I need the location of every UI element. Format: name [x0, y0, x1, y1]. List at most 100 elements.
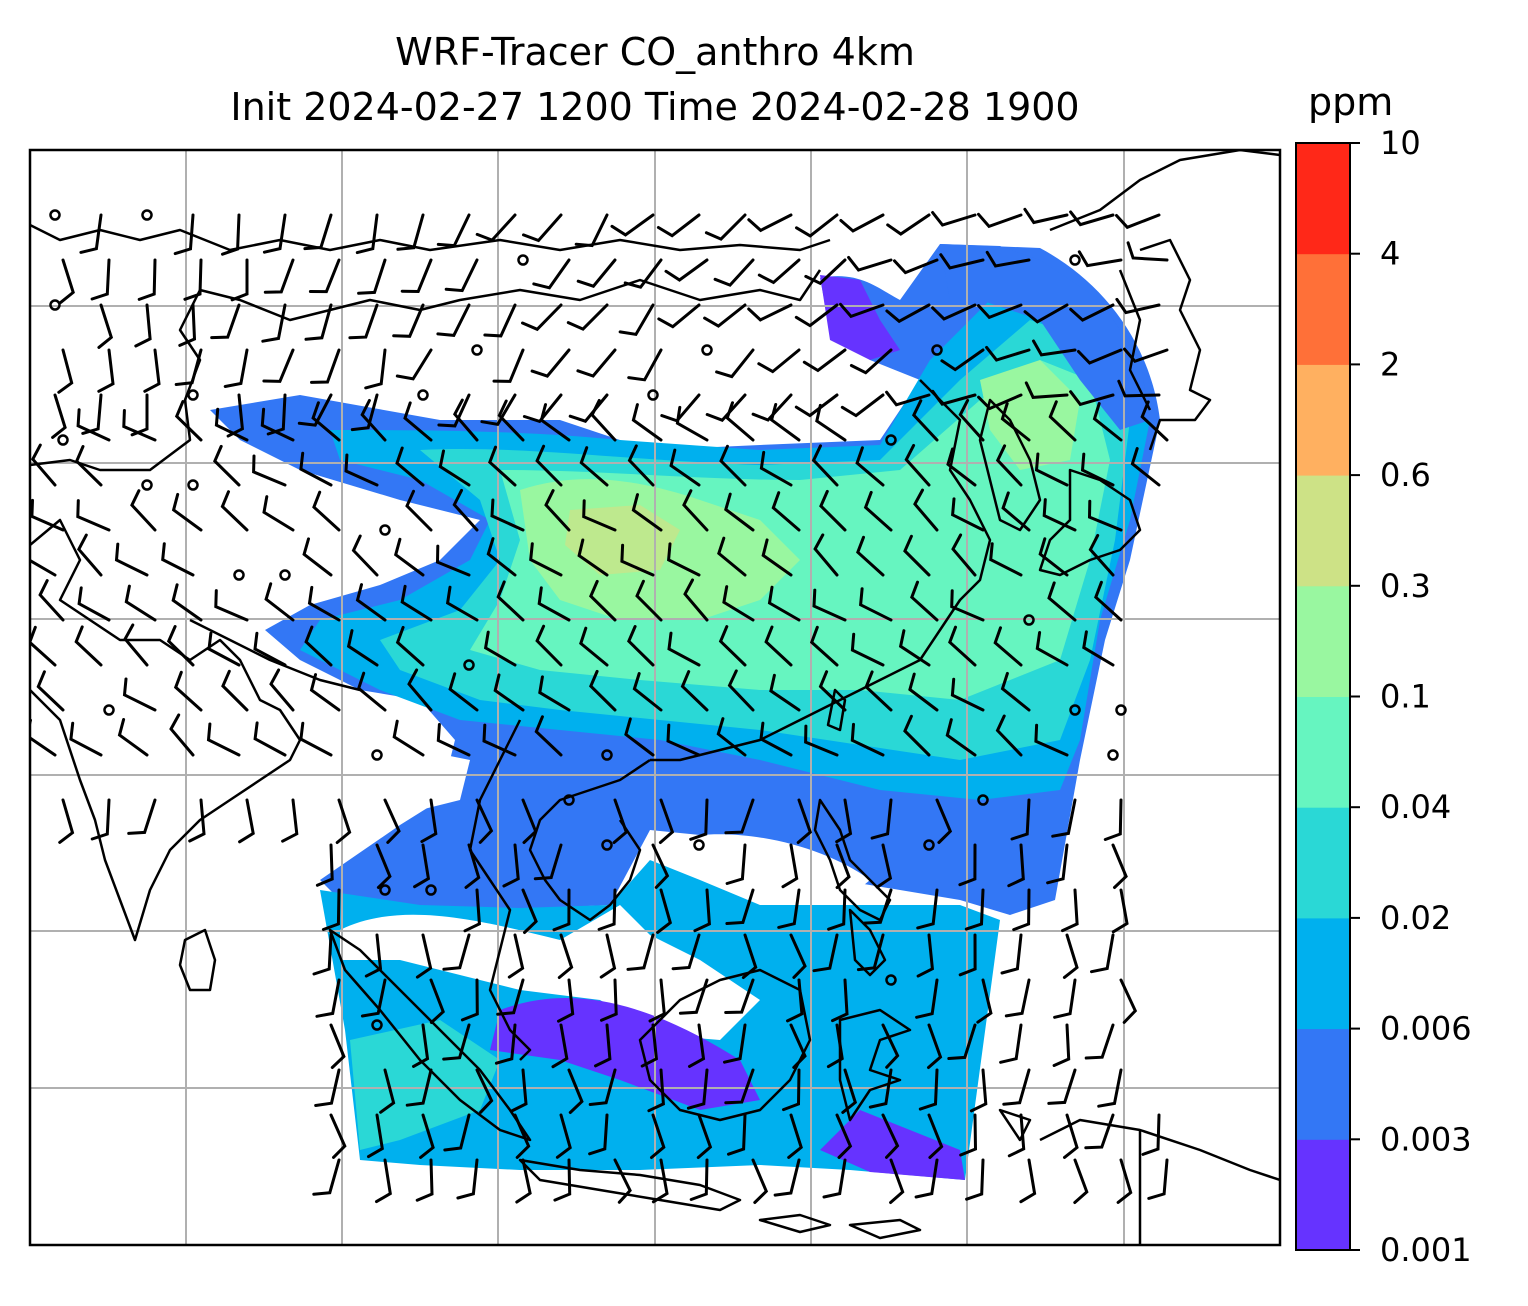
- wind-barb: [351, 534, 379, 577]
- wind-barb: [927, 1113, 944, 1159]
- wind-barb: [253, 721, 287, 757]
- wind-barb: [1062, 933, 1079, 979]
- wind-barb: [648, 978, 666, 1023]
- calm-marker: [103, 704, 115, 716]
- wind-barb: [995, 714, 1023, 757]
- wind-barb: [950, 589, 985, 622]
- wind-barb: [927, 1023, 943, 1069]
- wind-barb: [993, 626, 1023, 667]
- wind-barb: [767, 585, 801, 622]
- wind-barb: [59, 258, 75, 304]
- wind-barb: [169, 713, 195, 757]
- wind-barb: [379, 1068, 396, 1114]
- wind-barb: [348, 303, 379, 340]
- wind-barb: [502, 843, 520, 888]
- wind-barb: [51, 393, 67, 439]
- wind-barb: [77, 586, 111, 622]
- wind-barb: [910, 580, 939, 622]
- wind-barb: [717, 536, 747, 577]
- calm-marker: [141, 479, 153, 491]
- calm-marker: [1023, 614, 1035, 626]
- wind-barb: [321, 888, 341, 931]
- wind-barb: [395, 446, 425, 487]
- wind-barb: [811, 444, 839, 487]
- wind-barb: [420, 798, 438, 843]
- wind-barb: [839, 213, 885, 233]
- wind-barb: [308, 258, 341, 294]
- wind-barb: [566, 303, 609, 331]
- wind-barb: [539, 403, 571, 442]
- wind-barb: [522, 213, 563, 243]
- wind-barb: [624, 717, 655, 757]
- wind-barb: [610, 213, 655, 237]
- wind-barb: [122, 409, 157, 442]
- wind-barb: [178, 303, 197, 347]
- wind-barb: [781, 843, 799, 889]
- wind-barb: [496, 978, 525, 1016]
- wind-barb: [1012, 888, 1031, 932]
- wind-barb: [802, 348, 847, 373]
- wind-barb: [551, 1023, 569, 1069]
- wind-barb: [307, 585, 341, 622]
- wind-barb: [1010, 798, 1031, 841]
- colorbar-swatch: [1296, 475, 1350, 587]
- wind-barb: [757, 348, 801, 374]
- wind-barb: [555, 1113, 572, 1159]
- wind-barb: [297, 393, 333, 427]
- wind-barb: [751, 1158, 769, 1204]
- wind-barb: [393, 537, 425, 577]
- wind-barb: [804, 258, 847, 286]
- wind-barb: [1084, 1023, 1115, 1060]
- wind-barb: [623, 258, 663, 289]
- wind-barb: [715, 348, 755, 379]
- wind-barb: [124, 584, 157, 622]
- wind-barb: [912, 399, 939, 442]
- wind-barb: [30, 443, 57, 487]
- wind-barb: [741, 933, 758, 979]
- wind-barb: [230, 258, 249, 302]
- wind-barb: [959, 1113, 978, 1157]
- wind-barb: [650, 1113, 666, 1159]
- wind-barb: [1004, 978, 1031, 1018]
- wind-barb: [841, 1068, 858, 1114]
- wind-barb: [312, 1158, 341, 1196]
- wind-barb: [1077, 250, 1123, 268]
- map-title-line2: Init 2024-02-27 1200 Time 2024-02-28 190…: [230, 85, 1080, 129]
- wind-barb: [437, 393, 471, 428]
- wind-barb: [335, 798, 352, 844]
- wind-barb: [669, 448, 701, 487]
- wind-barb: [346, 629, 379, 667]
- wind-barb: [486, 537, 517, 577]
- wind-barb: [538, 675, 571, 712]
- map-title-line1: WRF-Tracer CO_anthro 4km: [395, 30, 915, 74]
- wind-barb: [171, 583, 203, 622]
- wind-barb: [130, 489, 157, 532]
- wind-barb: [809, 625, 839, 667]
- wind-barb: [1063, 1113, 1079, 1159]
- wind-barb: [995, 444, 1023, 487]
- wind-barb: [822, 1158, 847, 1199]
- wind-barb: [69, 721, 103, 757]
- map-area: [30, 150, 1280, 1245]
- colorbar-tick-label: 0.001: [1380, 1231, 1472, 1269]
- calm-marker: [1107, 749, 1119, 761]
- wind-barb: [460, 978, 479, 1022]
- wind-barb: [521, 303, 563, 332]
- wind-barb: [916, 933, 934, 978]
- wind-barb: [456, 1158, 479, 1200]
- calm-marker: [187, 479, 199, 491]
- wind-barb: [304, 625, 333, 667]
- wind-barb: [262, 213, 287, 254]
- wind-barb: [360, 978, 387, 1018]
- wind-barb: [405, 489, 433, 532]
- wind-barb: [1126, 241, 1169, 262]
- colorbar: 0.001 0.003 0.006 0.02 0.04 0.1 0.3 0.6 2 4 10: [1295, 124, 1472, 1269]
- calm-marker: [379, 524, 391, 536]
- wind-barb: [727, 669, 755, 712]
- wind-barb: [908, 672, 939, 712]
- wind-barb: [557, 978, 575, 1023]
- wind-barb: [787, 1113, 803, 1159]
- wind-barb: [724, 492, 755, 532]
- wind-barb: [813, 533, 839, 577]
